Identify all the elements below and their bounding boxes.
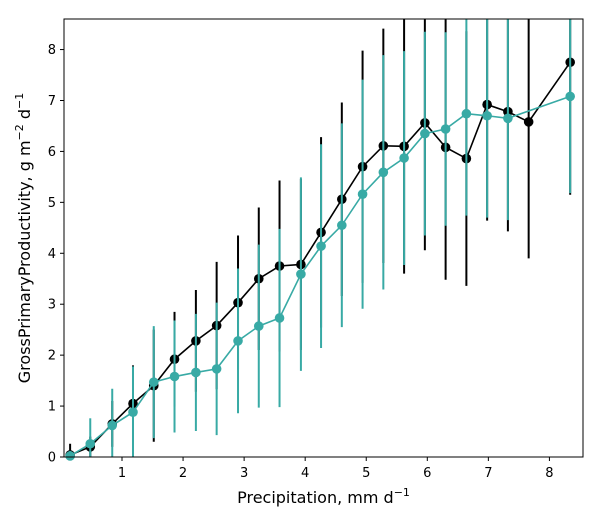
data-point — [482, 110, 492, 121]
y-tick-label: 7 — [48, 94, 56, 109]
data-point — [274, 313, 285, 323]
y-tick-label: 3 — [48, 298, 56, 313]
x-axis-label-superscript: −1 — [394, 486, 410, 499]
data-point — [337, 220, 347, 231]
data-point — [420, 128, 430, 139]
data-point — [148, 377, 159, 387]
plot-frame — [63, 18, 584, 458]
x-tick-label: 1 — [118, 466, 126, 481]
y-tick-label: 8 — [48, 43, 56, 58]
data-point — [233, 336, 243, 346]
x-tick-label: 2 — [179, 466, 187, 481]
y-tick-label: 2 — [48, 349, 56, 364]
y-axis-label-superscript-2: −1 — [13, 93, 26, 109]
data-point — [211, 364, 222, 374]
data-point — [296, 269, 306, 279]
x-tick-label: 3 — [240, 466, 248, 481]
x-axis-label-text: Precipitation, mm d — [237, 488, 394, 507]
y-axis-label-superscript-1: −2 — [13, 124, 26, 140]
data-point — [503, 113, 513, 124]
x-tick-label: 8 — [545, 466, 553, 481]
y-axis-label-text: GrossPrimaryProductivity, g m — [15, 140, 34, 383]
data-point — [523, 117, 534, 127]
y-tick-label: 6 — [48, 145, 56, 160]
y-tick-label: 0 — [48, 451, 56, 466]
data-point — [461, 108, 472, 119]
x-tick-label: 5 — [362, 466, 370, 481]
data-point — [169, 371, 180, 382]
series-layer — [65, 19, 575, 461]
data-point — [440, 124, 451, 134]
data-point — [253, 321, 264, 331]
y-axis-label-text-2: d — [15, 109, 34, 124]
y-tick-label: 1 — [48, 400, 56, 415]
y-axis-label: GrossPrimaryProductivity, g m−2 d−1 — [13, 93, 34, 383]
data-point — [399, 153, 409, 163]
series-2 — [65, 19, 575, 461]
x-tick-label: 7 — [484, 466, 492, 481]
data-point — [85, 438, 96, 449]
x-axis-label: Precipitation, mm d−1 — [237, 486, 410, 507]
x-tick-label: 6 — [423, 466, 431, 481]
data-point — [191, 367, 201, 378]
x-axis: 1 2 3 4 5 6 7 8 — [118, 457, 554, 481]
data-point — [65, 451, 75, 461]
y-axis: 0 1 2 3 4 5 6 7 8 — [48, 43, 64, 466]
data-point — [128, 407, 138, 417]
data-point — [107, 420, 118, 431]
x-tick-label: 4 — [301, 466, 309, 481]
y-tick-label: 4 — [48, 247, 56, 262]
data-point — [316, 241, 326, 251]
series-2-error-bars — [69, 19, 572, 457]
y-tick-label: 5 — [48, 196, 56, 211]
data-point — [378, 167, 389, 178]
data-point — [357, 189, 368, 199]
data-point — [565, 91, 575, 102]
